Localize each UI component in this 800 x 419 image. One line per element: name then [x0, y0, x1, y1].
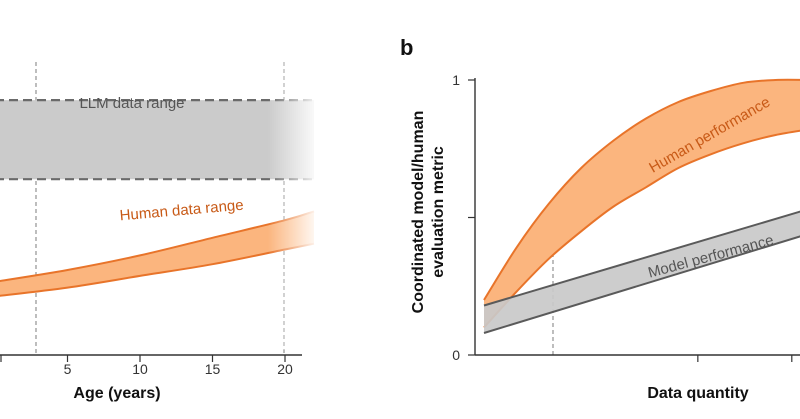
panel-a-x-tick-label-20: 20 [277, 361, 293, 377]
panel-a: LLM data range Human data range 5 10 15 20 … [0, 40, 320, 402]
panel-a-right-fade [268, 40, 320, 350]
human-performance-band [484, 79, 800, 328]
panel-b: b Coordinated model/human evaluation met… [400, 35, 800, 402]
panel-a-x-tick-label-5: 5 [64, 361, 72, 377]
panel-a-x-ticks: 5 10 15 20 [0, 355, 293, 377]
model-performance-band [484, 211, 800, 333]
human-performance-lower-edge [483, 129, 800, 329]
panel-b-y-axis-title-line-2: evaluation metric [430, 146, 447, 278]
llm-data-range-label: LLM data range [79, 95, 184, 112]
panel-b-y-axis-title-line-1: Coordinated model/human [410, 111, 427, 314]
model-performance-lower-edge [483, 235, 800, 334]
human-performance-upper-edge [483, 78, 800, 301]
panel-a-x-axis-title: Age (years) [73, 385, 160, 402]
panel-b-ticks: 01 [452, 72, 793, 363]
panel-b-x-axis-title: Data quantity [647, 385, 748, 402]
panel-b-y-tick-label-1: 1 [452, 72, 460, 88]
model-performance-upper-edge [483, 210, 800, 307]
panel-a-x-tick-label-10: 10 [132, 361, 148, 377]
human-data-range-label: Human data range [119, 197, 244, 225]
panel-b-letter: b [400, 35, 413, 60]
panel-a-x-tick-label-15: 15 [205, 361, 221, 377]
panel-b-y-tick-label-0: 0 [452, 347, 460, 363]
llm-data-range-band [0, 100, 314, 180]
